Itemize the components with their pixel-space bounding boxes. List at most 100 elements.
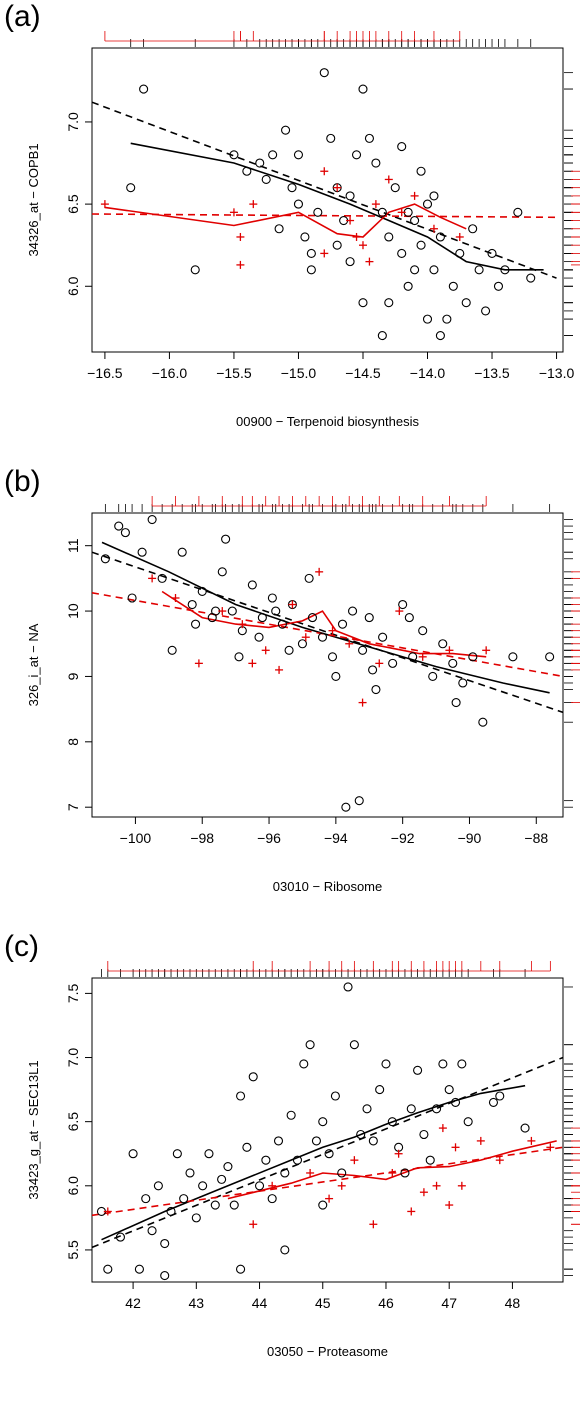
data-point-black: [345, 191, 355, 201]
data-point-red: [218, 607, 227, 616]
data-point-black: [286, 1110, 296, 1120]
data-point-red: [320, 249, 329, 258]
x-tick-label: −13.0: [539, 365, 575, 381]
data-point-black: [435, 331, 445, 341]
x-tick-label: 44: [252, 1295, 268, 1311]
data-point-black: [297, 639, 307, 649]
data-point-black: [337, 619, 348, 629]
y-axis-title: 34326_at − COPB1: [26, 143, 41, 256]
data-point-red: [148, 574, 157, 583]
x-tick-label: −98: [190, 830, 214, 846]
regression-line: [92, 551, 563, 714]
data-point-black: [508, 652, 518, 662]
data-point-black: [455, 248, 465, 258]
data-point-black: [198, 1181, 208, 1191]
data-point-black: [390, 183, 400, 193]
data-point-red: [407, 1207, 416, 1216]
data-point-black: [160, 1238, 170, 1249]
data-point-black: [300, 232, 310, 242]
data-point-black: [277, 619, 287, 629]
data-point-black: [179, 1194, 189, 1204]
data-point-red: [546, 1143, 555, 1152]
data-point-red: [261, 646, 270, 655]
data-point-black: [134, 1264, 144, 1274]
data-point-black: [115, 1232, 125, 1242]
scatter-plot-b: −100 −98 −96 −94 −92 −90 −88 7 8 9 10 11 03010 − Rib…: [26, 496, 580, 894]
data-point-red: [369, 1220, 378, 1229]
data-point-black: [304, 573, 314, 583]
smooth-line: [104, 203, 467, 238]
data-point-black: [177, 547, 187, 557]
data-point-black: [444, 1085, 454, 1095]
y-tick-label: 11: [65, 538, 81, 553]
data-point-black: [371, 158, 381, 168]
data-point-red: [301, 633, 310, 642]
data-point-black: [274, 224, 284, 234]
data-point-black: [257, 613, 267, 623]
data-point-black: [197, 586, 207, 597]
plot-frame: [91, 512, 564, 818]
data-point-red: [445, 646, 454, 655]
data-point-black: [100, 554, 110, 564]
data-point-black: [388, 658, 398, 668]
data-point-black: [442, 314, 452, 324]
data-point-black: [384, 298, 394, 308]
data-point-red: [410, 191, 419, 200]
data-point-black: [416, 240, 426, 250]
data-point-black: [377, 207, 387, 217]
data-point-red: [328, 626, 337, 635]
smooth-line: [130, 142, 544, 271]
x-axis-title: 00900 − Terpenoid biosynthesis: [236, 414, 419, 429]
data-point-black: [500, 265, 510, 275]
data-point-black: [319, 68, 329, 78]
regression-line: [92, 213, 557, 219]
data-point-black: [103, 1264, 113, 1274]
data-point-black: [305, 1040, 315, 1050]
data-point-black: [354, 796, 364, 806]
regression-line: [92, 101, 557, 279]
data-point-red: [384, 175, 393, 184]
data-point-black: [368, 665, 378, 675]
data-point-black: [287, 183, 297, 193]
data-point-black: [398, 599, 408, 610]
x-tick-label: −90: [458, 830, 482, 846]
data-point-black: [404, 613, 414, 623]
data-point-red: [451, 1143, 460, 1152]
x-tick-label: −96: [257, 830, 281, 846]
data-point-black: [324, 1149, 334, 1159]
data-point-black: [343, 982, 353, 992]
smooth-line: [161, 590, 487, 658]
data-point-black: [387, 1117, 397, 1127]
data-point-red: [306, 1168, 315, 1177]
data-point-red: [365, 257, 374, 266]
data-point-black: [331, 671, 341, 681]
data-point-black: [419, 1129, 429, 1140]
data-point-black: [311, 1136, 321, 1146]
data-point-black: [468, 224, 478, 234]
data-point-black: [293, 150, 304, 160]
data-point-black: [210, 1200, 220, 1210]
data-point-black: [172, 1149, 182, 1159]
data-point-black: [378, 632, 388, 642]
y-tick-label: 8: [65, 738, 81, 746]
data-point-red: [337, 1181, 346, 1190]
data-point-black: [306, 248, 316, 258]
data-point-red: [432, 1181, 441, 1190]
data-point-black: [358, 645, 368, 655]
data-point-black: [341, 802, 351, 812]
data-point-black: [299, 1059, 309, 1069]
data-point-black: [280, 1245, 290, 1255]
data-point-red: [346, 216, 355, 225]
data-point-red: [476, 1136, 485, 1145]
data-point-black: [406, 1104, 416, 1114]
data-point-black: [167, 645, 177, 655]
data-point-black: [397, 248, 407, 258]
data-point-red: [352, 232, 361, 241]
data-point-black: [281, 125, 291, 135]
data-point-black: [141, 1194, 151, 1204]
data-point-black: [410, 215, 420, 226]
data-point-black: [488, 1097, 499, 1107]
regression-line: [92, 592, 563, 678]
data-point-black: [422, 199, 433, 209]
data-point-red: [438, 1124, 447, 1133]
